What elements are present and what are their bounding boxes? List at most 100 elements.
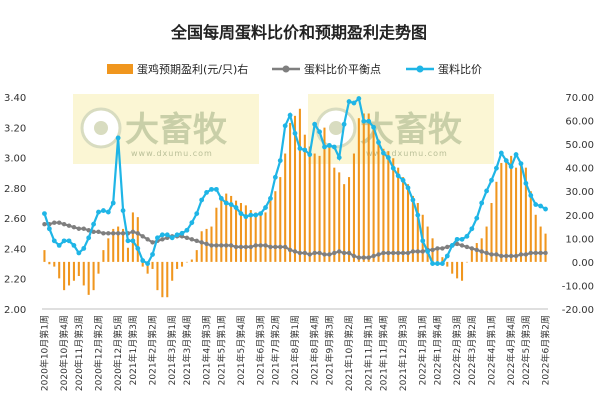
breakeven-point: [332, 250, 337, 256]
profit-bar: [377, 139, 380, 262]
profit-bar: [406, 184, 410, 262]
profit-bar: [372, 125, 375, 262]
x-axis-tick: 2021年5月第1周: [215, 315, 227, 385]
profit-bar: [318, 155, 321, 262]
egg-feed-ratio-point: [61, 238, 67, 244]
x-axis-tick: 2022年1月第1周: [417, 315, 429, 385]
egg-feed-ratio-point: [322, 144, 327, 150]
breakeven-point: [474, 247, 479, 253]
x-axis-tick: 2020年12月第5周: [112, 315, 124, 391]
profit-bar: [239, 203, 242, 262]
breakeven-point: [150, 240, 155, 245]
legend: 蛋鸡预期盈利(元/只)右 蛋料比价平衡点 蛋料比价: [107, 62, 482, 76]
breakeven-point: [464, 244, 470, 250]
profit-bar: [402, 177, 405, 262]
egg-feed-ratio-point: [464, 233, 470, 239]
profit-bar: [87, 261, 90, 295]
breakeven-point: [533, 250, 538, 256]
egg-feed-ratio-point: [326, 143, 332, 148]
profit-bar: [77, 261, 80, 277]
profit-bar: [539, 226, 542, 262]
profit-bar: [436, 250, 439, 262]
profit-bar: [225, 193, 228, 262]
breakeven-point: [508, 253, 514, 259]
egg-feed-ratio-point: [297, 146, 303, 151]
x-axis-tick: 2021年2月第2周: [147, 315, 159, 385]
egg-feed-ratio-point: [135, 246, 141, 251]
egg-feed-ratio-point: [140, 258, 146, 263]
breakeven-point: [489, 252, 494, 257]
egg-feed-ratio-point: [489, 177, 494, 183]
breakeven-point: [538, 250, 543, 256]
x-axis-tick: 2022年4月第1周: [486, 315, 498, 385]
profit-bar: [112, 228, 115, 262]
breakeven-point: [214, 243, 219, 248]
egg-feed-ratio-point: [405, 185, 411, 191]
breakeven-point: [297, 250, 303, 256]
x-axis-tick: 2021年12月第3周: [397, 315, 409, 391]
breakeven-point: [420, 249, 425, 254]
breakeven-point: [253, 243, 258, 248]
egg-feed-ratio-point: [263, 205, 268, 210]
right-axis-tick: -20.00: [562, 305, 594, 316]
profit-bar: [441, 257, 444, 262]
profit-bar: [102, 250, 105, 262]
breakeven-point: [430, 247, 435, 253]
x-axis-tick: 2021年3月第4周: [181, 315, 193, 385]
egg-feed-ratio-point: [410, 197, 416, 203]
egg-feed-ratio-point: [268, 196, 273, 201]
profit-bar: [289, 122, 292, 262]
egg-feed-ratio-point: [46, 226, 52, 232]
profit-bar: [146, 261, 149, 274]
x-axis-tick: 2021年1月第3周: [127, 315, 139, 385]
profit-bar: [82, 261, 85, 286]
profit-bar: [72, 261, 75, 281]
profit-bar: [166, 261, 169, 298]
right-axis-tick: 70.00: [565, 93, 594, 104]
breakeven-point: [410, 249, 416, 254]
egg-feed-ratio-point: [228, 202, 234, 207]
x-axis-tick: 2021年3月第1周: [166, 315, 178, 385]
egg-feed-ratio-point: [155, 235, 160, 241]
breakeven-point: [346, 250, 352, 256]
egg-feed-ratio-point: [115, 135, 121, 141]
egg-feed-ratio-point: [400, 177, 406, 183]
profit-bar: [500, 162, 503, 262]
breakeven-point: [543, 250, 548, 256]
egg-feed-ratio-point: [179, 230, 185, 236]
egg-feed-ratio-point: [150, 252, 155, 257]
profit-bar: [451, 261, 454, 274]
profit-bar: [357, 118, 360, 262]
egg-feed-ratio-point: [86, 235, 92, 241]
x-axis-tick: 2021年8月第1周: [289, 315, 301, 385]
breakeven-point: [81, 226, 86, 231]
x-axis-tick: 2022年4月第4周: [505, 315, 517, 385]
breakeven-point: [189, 237, 195, 242]
egg-feed-ratio-point: [277, 158, 283, 164]
egg-feed-ratio-point: [189, 220, 195, 226]
breakeven-point: [130, 229, 136, 234]
breakeven-point: [273, 244, 278, 250]
x-axis-tick: 2020年10月第1周: [38, 315, 50, 391]
profit-bar: [416, 203, 419, 262]
egg-feed-ratio-point: [336, 155, 342, 160]
profit-bar: [456, 261, 459, 279]
right-axis-tick: 0.00: [572, 258, 594, 269]
breakeven-point: [504, 253, 509, 259]
breakeven-point: [145, 237, 150, 242]
profit-bar: [446, 261, 449, 267]
breakeven-point: [204, 241, 209, 247]
breakeven-point: [405, 250, 411, 256]
egg-feed-ratio-point: [444, 253, 450, 259]
breakeven-point: [322, 252, 327, 257]
profit-bar: [230, 195, 233, 262]
egg-feed-ratio-point: [169, 235, 175, 241]
profit-bar: [348, 177, 351, 262]
breakeven-point: [351, 253, 357, 259]
egg-feed-ratio-point: [287, 112, 293, 118]
watermark-subtext: www.dxumu.com: [366, 149, 448, 158]
breakeven-point: [528, 250, 534, 256]
profit-bar: [333, 167, 336, 262]
egg-feed-ratio-point: [213, 186, 219, 192]
